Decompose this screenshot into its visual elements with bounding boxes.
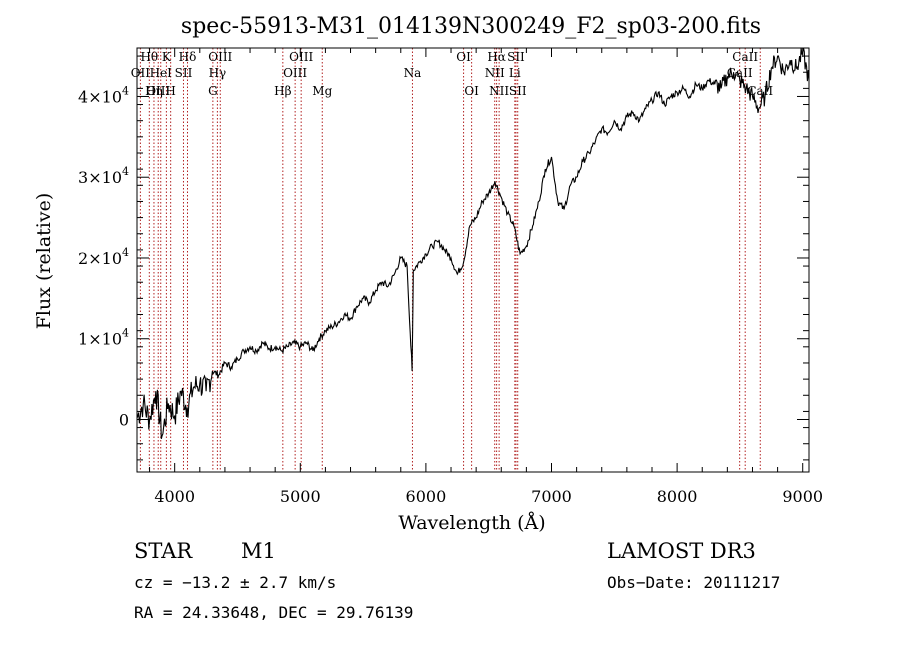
x-tick-label-2: 6000: [406, 487, 447, 506]
coordinates-readout: RA = 24.33648, DEC = 29.76139: [134, 603, 414, 622]
marker-label-11: G: [208, 84, 218, 98]
marker-label-20: NII: [485, 66, 505, 80]
x-tick-label-3: 7000: [531, 487, 572, 506]
marker-label-6: Hδ: [179, 50, 197, 64]
marker-label-12: OIII: [289, 50, 313, 64]
marker-label-7: SII: [175, 66, 193, 80]
y-tick-label-4: 4×104: [78, 84, 129, 106]
marker-label-0: Hθ: [140, 50, 158, 64]
x-axis-ticks: 4000 5000 6000 7000 8000 9000: [149, 48, 823, 506]
survey-name: LAMOST DR3: [607, 539, 756, 563]
observation-date: Obs−Date: 20111217: [607, 573, 781, 592]
marker-label-25: CaII: [732, 50, 758, 64]
marker-label-13: OIII: [283, 66, 307, 80]
marker-label-18: OI: [464, 84, 479, 98]
x-tick-label-1: 5000: [280, 487, 321, 506]
marker-label-5: Hη: [145, 84, 163, 98]
object-subclass: M1: [241, 539, 276, 563]
spectral-line-markers: [139, 48, 761, 472]
marker-label-21: NII: [489, 84, 509, 98]
x-axis-label: Wavelength (Å): [398, 512, 545, 534]
plot-frame: [136, 47, 810, 473]
marker-label-1: OII: [131, 66, 151, 80]
marker-label-4: HeI: [150, 66, 173, 80]
marker-label-10: Hγ: [209, 66, 227, 80]
x-tick-label-5: 9000: [782, 487, 823, 506]
marker-label-15: Mg: [312, 84, 332, 98]
flux-series-line: [136, 47, 810, 440]
marker-label-16: Na: [404, 66, 422, 80]
marker-label-8: H: [165, 84, 175, 98]
x-tick-label-0: 4000: [154, 487, 195, 506]
y-axis-label: Flux (relative): [33, 193, 55, 330]
marker-label-9: OIII: [208, 50, 232, 64]
marker-label-2: OIII: [146, 84, 170, 98]
marker-label-14: Hβ: [274, 84, 291, 98]
marker-label-23: Li: [509, 66, 521, 80]
chart-title: spec-55913-M31_014139N300249_F2_sp03-200…: [181, 14, 761, 39]
marker-label-24: SII: [509, 84, 527, 98]
redshift-readout: cz = −13.2 ± 2.7 km/s: [134, 573, 337, 592]
y-axis-ticks: 0 1×104 2×104 3×104 4×104: [78, 55, 809, 461]
object-class: STAR: [134, 539, 193, 563]
marker-label-3: K: [162, 50, 172, 64]
marker-label-19: Hα: [487, 50, 506, 64]
y-tick-label-2: 2×104: [78, 246, 129, 268]
marker-label-17: OI: [456, 50, 471, 64]
y-tick-label-1: 1×104: [78, 327, 129, 349]
y-tick-label-3: 3×104: [78, 165, 129, 187]
marker-label-22: SII: [507, 50, 525, 64]
x-tick-label-4: 8000: [657, 487, 698, 506]
y-tick-label-0: 0: [119, 411, 129, 430]
